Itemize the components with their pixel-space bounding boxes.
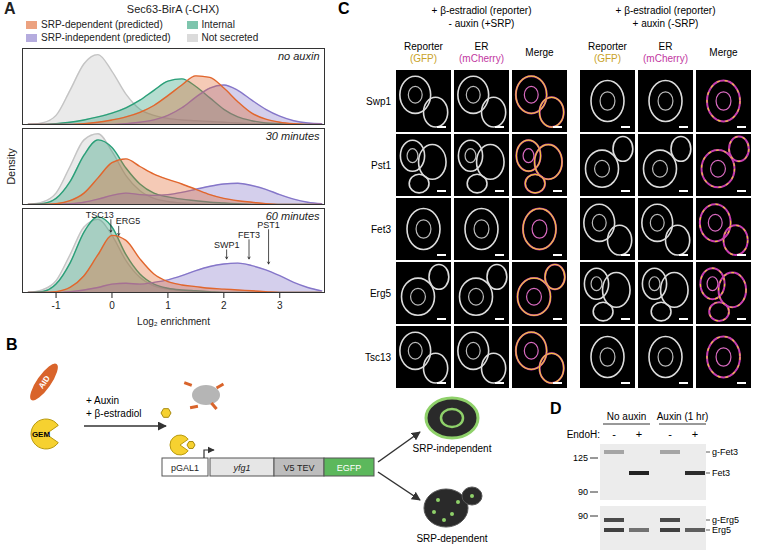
svg-text:0: 0 — [109, 300, 115, 311]
svg-text:Auxin (1 hr): Auxin (1 hr) — [657, 411, 709, 422]
html-text:Not secreted: Not secreted — [201, 32, 259, 43]
svg-text:ERG5: ERG5 — [116, 216, 141, 226]
svg-text:-1: -1 — [52, 300, 61, 311]
svg-text:Density: Density — [5, 148, 17, 185]
svg-text:2: 2 — [221, 300, 227, 311]
svg-text:+: + — [692, 428, 698, 440]
svg-text:+ auxin (-SRP): + auxin (-SRP) — [633, 18, 699, 29]
svg-text:GEM: GEM — [32, 430, 51, 439]
svg-text:3: 3 — [277, 300, 283, 311]
svg-text:Tsc13: Tsc13 — [365, 352, 392, 363]
html-text:SRP-dependent (predicted): SRP-dependent (predicted) — [41, 19, 163, 30]
svg-text:Erg5: Erg5 — [712, 525, 731, 535]
svg-text:SRP-independent: SRP-independent — [413, 443, 492, 454]
svg-text:Pst1: Pst1 — [371, 160, 391, 171]
svg-text:1: 1 — [165, 300, 171, 311]
svg-text:yfg1: yfg1 — [232, 463, 250, 473]
svg-text:Erg5: Erg5 — [370, 288, 392, 299]
svg-text:g-Fet3: g-Fet3 — [712, 447, 738, 457]
svg-text:Merge: Merge — [525, 47, 554, 58]
svg-text:+ β-estradiol (reporter): + β-estradiol (reporter) — [616, 5, 716, 16]
svg-text:ER: ER — [659, 41, 673, 52]
svg-text:+: + — [636, 428, 642, 440]
svg-text:pGAL1: pGAL1 — [171, 463, 199, 473]
svg-text:EGFP: EGFP — [337, 463, 362, 473]
svg-text:+ Auxin: + Auxin — [86, 395, 119, 406]
svg-text:-: - — [668, 428, 672, 440]
svg-text:(GFP): (GFP) — [594, 53, 621, 64]
svg-text:30 minutes: 30 minutes — [266, 130, 320, 142]
svg-text:AID: AID — [37, 374, 52, 391]
svg-text:PST1: PST1 — [257, 220, 280, 230]
svg-text:Fet3: Fet3 — [371, 224, 391, 235]
svg-text:+ β-estradiol: + β-estradiol — [86, 408, 142, 419]
svg-text:Swp1: Swp1 — [366, 96, 391, 107]
svg-text:90: 90 — [578, 511, 588, 521]
svg-text:EndoH:: EndoH: — [567, 429, 600, 440]
svg-text:Reporter: Reporter — [588, 41, 628, 52]
svg-text:SWP1: SWP1 — [214, 240, 240, 250]
svg-text:(mCherry): (mCherry) — [643, 53, 688, 64]
svg-text:(GFP): (GFP) — [410, 53, 437, 64]
svg-text:Fet3: Fet3 — [712, 468, 730, 478]
svg-text:D: D — [550, 400, 562, 417]
html-text:A: A — [4, 0, 16, 17]
svg-text:ER: ER — [475, 41, 489, 52]
html-text:Sec63-BirA (-CHX): Sec63-BirA (-CHX) — [126, 3, 220, 15]
svg-text:C: C — [338, 0, 350, 17]
svg-text:90: 90 — [578, 487, 588, 497]
svg-text:No auxin: No auxin — [607, 411, 646, 422]
svg-text:-: - — [612, 428, 616, 440]
svg-text:g-Erg5: g-Erg5 — [712, 515, 739, 525]
svg-text:Merge: Merge — [709, 47, 738, 58]
svg-text:125: 125 — [573, 453, 588, 463]
svg-text:SRP-dependent: SRP-dependent — [416, 533, 487, 544]
svg-text:B: B — [6, 336, 18, 353]
html-text:SRP-independent (predicted): SRP-independent (predicted) — [41, 32, 171, 43]
svg-text:TSC13: TSC13 — [86, 210, 114, 220]
svg-text:FET3: FET3 — [238, 230, 260, 240]
svg-text:60 minutes: 60 minutes — [265, 210, 320, 223]
svg-text:Log₂ enrichment: Log₂ enrichment — [137, 316, 210, 327]
svg-text:Reporter: Reporter — [404, 41, 444, 52]
svg-text:no auxin: no auxin — [278, 50, 320, 62]
svg-text:(mCherry): (mCherry) — [459, 53, 504, 64]
svg-text:- auxin (+SRP): - auxin (+SRP) — [449, 18, 515, 29]
svg-text:V5 TEV: V5 TEV — [284, 463, 315, 473]
svg-text:+ β-estradiol (reporter): + β-estradiol (reporter) — [432, 5, 532, 16]
html-text:Internal: Internal — [201, 19, 235, 30]
